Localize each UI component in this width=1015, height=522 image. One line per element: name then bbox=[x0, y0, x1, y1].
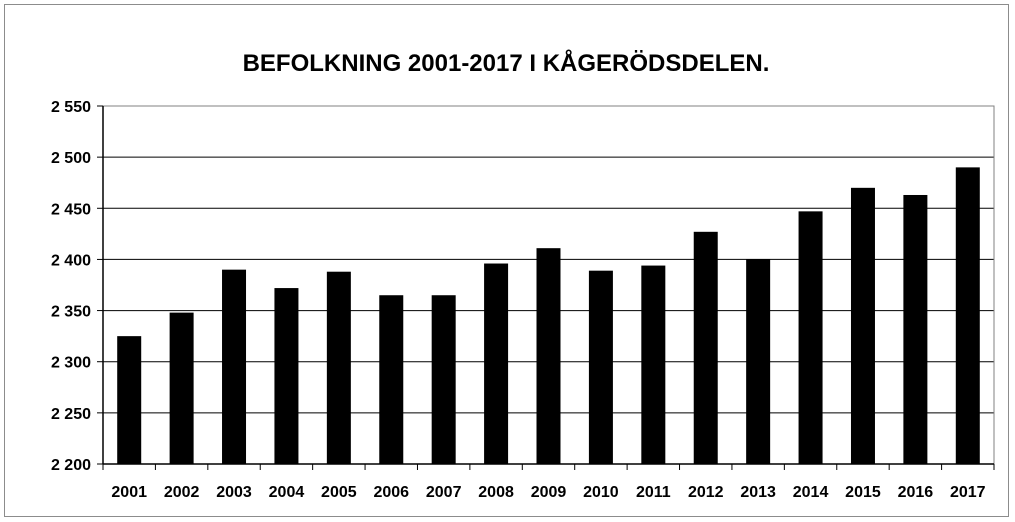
bar-2009 bbox=[536, 248, 561, 464]
x-tick-label: 2010 bbox=[583, 484, 619, 501]
y-tick-label: 2 250 bbox=[51, 406, 91, 423]
x-tick-label: 2011 bbox=[636, 484, 671, 501]
bar-2011 bbox=[641, 265, 666, 464]
y-tick-label: 2 450 bbox=[51, 201, 91, 218]
bar-2007 bbox=[431, 295, 456, 464]
x-tick-label: 2014 bbox=[793, 484, 829, 501]
bar-2001 bbox=[117, 336, 142, 464]
x-tick-label: 2004 bbox=[269, 484, 305, 501]
bar-2015 bbox=[850, 187, 875, 465]
y-tick-label: 2 500 bbox=[51, 150, 91, 167]
bar-2014 bbox=[798, 211, 823, 464]
x-tick-label: 2002 bbox=[164, 484, 200, 501]
chart-title: BEFOLKNING 2001-2017 I KÅGERÖDSDELEN. bbox=[243, 49, 770, 77]
y-tick-label: 2 350 bbox=[51, 304, 91, 321]
bar-2008 bbox=[484, 263, 509, 464]
bar-2005 bbox=[326, 271, 351, 464]
x-tick-label: 2015 bbox=[845, 484, 881, 501]
bar-2002 bbox=[169, 312, 194, 464]
bar-2012 bbox=[693, 231, 718, 464]
bar-2006 bbox=[379, 295, 404, 464]
x-tick-label: 2007 bbox=[426, 484, 462, 501]
x-tick-label: 2013 bbox=[740, 484, 776, 501]
axes bbox=[97, 105, 995, 470]
x-tick-label: 2017 bbox=[950, 484, 986, 501]
x-tick-label: 2008 bbox=[478, 484, 514, 501]
y-tick-label: 2 400 bbox=[51, 252, 91, 269]
y-tick-label: 2 550 bbox=[51, 99, 91, 116]
bar-2010 bbox=[588, 270, 613, 464]
bar-2004 bbox=[274, 288, 299, 464]
bar-2016 bbox=[903, 194, 928, 464]
y-tick-label: 2 300 bbox=[51, 355, 91, 372]
x-tick-label: 2005 bbox=[321, 484, 357, 501]
x-tick-label: 2001 bbox=[111, 484, 147, 501]
x-tick-label: 2006 bbox=[373, 484, 409, 501]
y-tick-labels: 2 200 2 250 2 300 2 350 2 400 2 450 2 500 2 550 bbox=[51, 99, 91, 474]
y-tick-label: 2 200 bbox=[51, 457, 91, 474]
x-tick-label: 2012 bbox=[688, 484, 724, 501]
x-tick-labels: 2001 2002 2003 2004 2005 2006 2007 2008 2009 2010… bbox=[111, 484, 985, 501]
bars bbox=[117, 167, 980, 465]
bar-2003 bbox=[222, 269, 247, 464]
x-tick-label: 2003 bbox=[216, 484, 252, 501]
bar-2017 bbox=[955, 167, 980, 464]
x-tick-label: 2016 bbox=[898, 484, 934, 501]
x-tick-label: 2009 bbox=[531, 484, 567, 501]
bar-2013 bbox=[746, 259, 771, 464]
